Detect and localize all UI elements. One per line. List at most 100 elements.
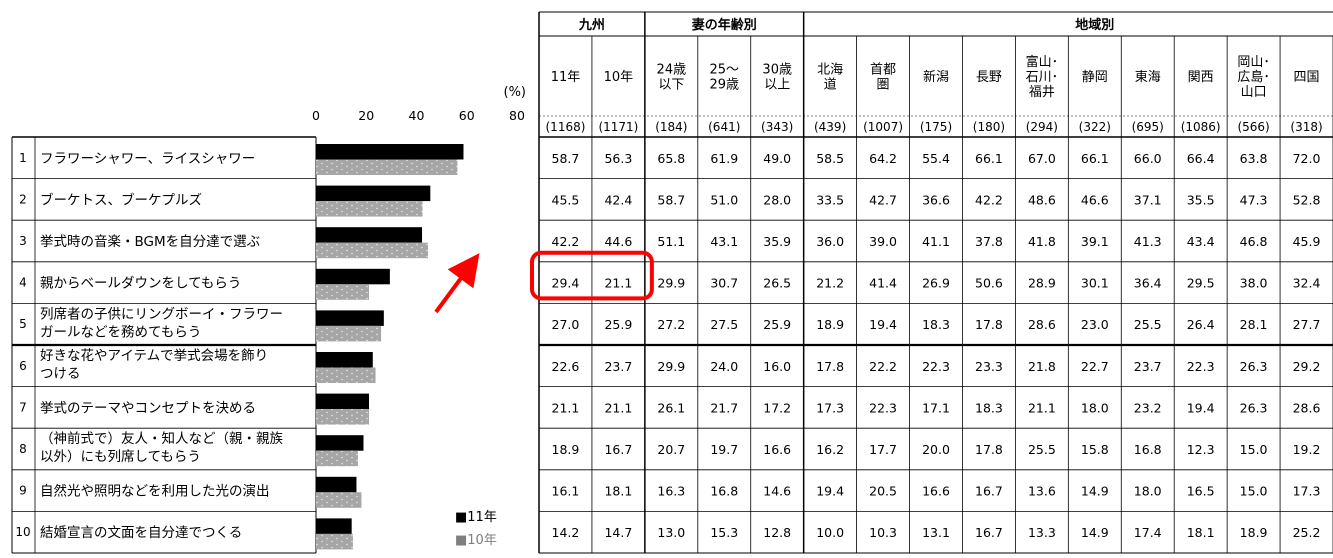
table-cell: 12.8 — [763, 525, 791, 540]
table-cell: 29.4 — [552, 276, 580, 291]
red-arrow — [434, 253, 480, 314]
table-cell: 36.4 — [1134, 276, 1162, 291]
legend-entry-11-year: ■11年 — [455, 510, 497, 525]
column-header: 石川･ — [1026, 70, 1059, 85]
table-cell: 36.0 — [816, 234, 844, 249]
table-cell: 38.0 — [1240, 276, 1268, 291]
table-cell: 44.6 — [604, 234, 632, 249]
column-header: 29歳 — [709, 78, 739, 93]
table-cell: 42.2 — [552, 234, 580, 249]
table-cell: 33.5 — [816, 192, 844, 207]
column-sample-size: (322) — [1079, 120, 1111, 134]
legend: ■11年 ■10年 — [455, 510, 497, 548]
column-header: 広島･ — [1237, 70, 1270, 85]
column-sample-size: (1086) — [1181, 120, 1221, 134]
table-cell: 66.0 — [1134, 151, 1162, 166]
column-header: 静岡 — [1082, 70, 1108, 85]
group-header: 妻の年齢別 — [692, 17, 757, 33]
x-tick-label: 80 — [509, 108, 525, 123]
table-cell: 15.3 — [710, 525, 738, 540]
item-label: ブーケトス、ブーケプルズ — [40, 191, 202, 208]
table-cell: 20.7 — [657, 442, 685, 457]
item-label-line-1: 列席者の子供にリングボーイ・フラワー — [40, 306, 283, 322]
table-cell: 13.1 — [922, 525, 950, 540]
item-label-line-1: 好きな花やアイテムで挙式会場を飾り — [40, 348, 268, 364]
table-cell: 35.9 — [763, 234, 791, 249]
bar-11-year — [316, 518, 352, 534]
column-header: 11年 — [551, 70, 581, 85]
table-cell: 16.5 — [1187, 484, 1215, 499]
table-cell: 28.6 — [1293, 400, 1321, 415]
bar-10-year — [316, 201, 423, 217]
column-header: 長野 — [976, 70, 1002, 85]
column-header: 岡山･ — [1237, 55, 1270, 70]
table-cell: 61.9 — [710, 151, 738, 166]
table-cell: 22.2 — [869, 359, 897, 374]
item-label: 結婚宣言の文面を自分達でつくる — [40, 525, 242, 541]
column-header: 首都 — [870, 63, 896, 78]
column-sample-size: (641) — [708, 120, 740, 134]
item-number: 10 — [15, 525, 30, 539]
table-cell: 18.9 — [816, 317, 844, 332]
table-cell: 21.1 — [1028, 400, 1056, 415]
table-cell: 32.4 — [1293, 276, 1321, 291]
item-label: 挙式時の音楽・BGMを自分達で選ぶ — [40, 233, 260, 250]
table-cell: 52.8 — [1293, 192, 1321, 207]
column-header: 圏 — [877, 78, 890, 93]
table-cell: 55.4 — [922, 151, 950, 166]
table-cell: 58.5 — [816, 151, 844, 166]
table-cell: 16.2 — [816, 442, 844, 457]
table-cell: 16.8 — [1134, 442, 1162, 457]
table-cell: 18.1 — [1187, 525, 1215, 540]
item-number: 3 — [19, 234, 27, 248]
x-axis: 0 20 40 60 80 (%) — [312, 85, 526, 123]
table-cell: 16.6 — [763, 442, 791, 457]
table-cell: 30.7 — [710, 276, 738, 291]
table-cell: 23.3 — [975, 359, 1003, 374]
table-cell: 26.9 — [922, 276, 950, 291]
table-cell: 10.0 — [816, 525, 844, 540]
table-cell: 25.5 — [1134, 317, 1162, 332]
table-cell: 21.7 — [710, 400, 738, 415]
column-header: 24歳 — [657, 63, 687, 78]
bar-10-year — [316, 450, 358, 467]
table-cell: 63.8 — [1240, 151, 1268, 166]
table-cell: 17.7 — [869, 442, 897, 457]
table-cell: 24.0 — [710, 359, 738, 374]
table-cell: 58.7 — [552, 151, 580, 166]
column-sample-size: (294) — [1026, 120, 1058, 134]
table-cell: 65.8 — [657, 151, 685, 166]
column-header: 山口 — [1241, 85, 1267, 100]
table-cell: 39.1 — [1081, 234, 1109, 249]
table-cell: 22.7 — [1081, 359, 1109, 374]
column-header: 以下 — [658, 78, 684, 93]
column-sample-size: (343) — [761, 120, 793, 134]
column-sample-size: (566) — [1237, 120, 1269, 134]
table-cell: 18.3 — [975, 400, 1003, 415]
table-cell: 29.9 — [657, 276, 685, 291]
column-sample-size: (1168) — [546, 120, 586, 134]
table-cell: 51.1 — [657, 234, 685, 249]
table-cell: 16.7 — [604, 442, 632, 457]
bar-10-year — [316, 242, 429, 259]
table-cell: 29.9 — [657, 359, 685, 374]
table-cell: 56.3 — [604, 151, 632, 166]
table-cell: 15.8 — [1081, 442, 1109, 457]
bar-10-year — [316, 284, 370, 300]
annotation-overlay — [434, 250, 654, 314]
table-cell: 37.1 — [1134, 192, 1162, 207]
column-sample-size: (175) — [920, 120, 952, 134]
table-cell: 28.6 — [1028, 317, 1056, 332]
highlight-box — [530, 250, 654, 301]
bar-11-year — [316, 476, 357, 493]
item-number: 9 — [19, 484, 27, 498]
table-cell: 19.4 — [869, 317, 897, 332]
item-label-column: 1 フラワーシャワー、ライスシャワー 2 ブーケトス、ブーケプルズ 3 挙式時の音楽・BG… — [11, 136, 316, 554]
table-cell: 13.6 — [1028, 484, 1056, 499]
table-cell: 35.5 — [1187, 192, 1215, 207]
bar-10-year — [316, 367, 376, 383]
table-cell: 14.6 — [763, 484, 791, 499]
table-cell: 16.0 — [763, 359, 791, 374]
legend-entry-10-year: ■10年 — [455, 533, 497, 548]
table-cell: 16.7 — [975, 484, 1003, 499]
